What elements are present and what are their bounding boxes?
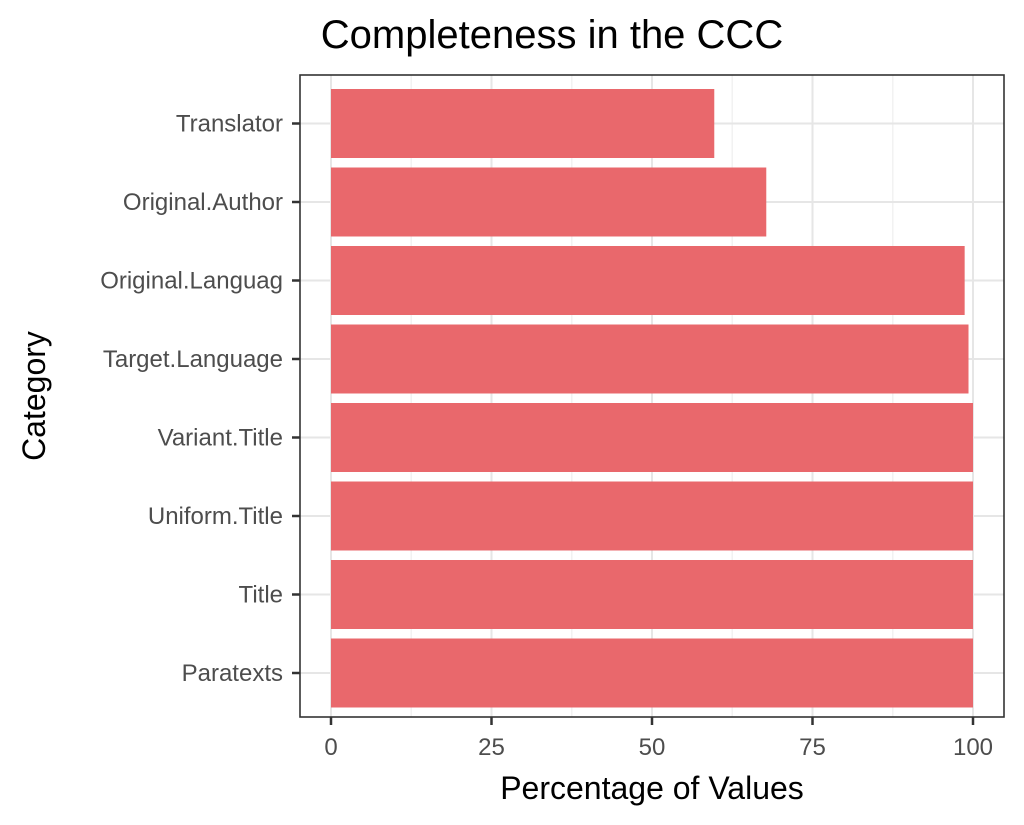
bar [331,638,973,708]
y-axis: Paratexts Title Uniform.Title Variant.Title… [100,111,300,687]
bar [331,481,973,551]
x-tick-label: 25 [478,734,505,761]
y-tick-label: Paratexts [182,660,283,687]
y-tick-label: Uniform.Title [148,503,283,530]
bars [331,89,973,708]
x-axis: 0 25 50 75 100 [324,717,993,761]
x-tick-label: 75 [799,734,826,761]
y-tick-label: Target.Language [103,346,283,373]
y-tick-label: Title [239,582,283,609]
bar [331,560,973,629]
y-axis-title: Category [16,331,52,461]
bar [331,324,969,394]
y-tick-label: Translator [176,111,283,138]
y-tick-label: Variant.Title [158,425,283,452]
bar [331,246,965,315]
bar [331,89,715,158]
x-tick-label: 0 [324,734,337,761]
chart-title: Completeness in the CCC [321,13,783,57]
x-tick-label: 50 [639,734,666,761]
bar [331,167,767,237]
bar [331,403,973,472]
y-tick-label: Original.Languag [100,268,283,295]
y-tick-label: Original.Author [123,189,283,216]
x-axis-title: Percentage of Values [500,770,804,806]
x-tick-label: 100 [953,734,993,761]
